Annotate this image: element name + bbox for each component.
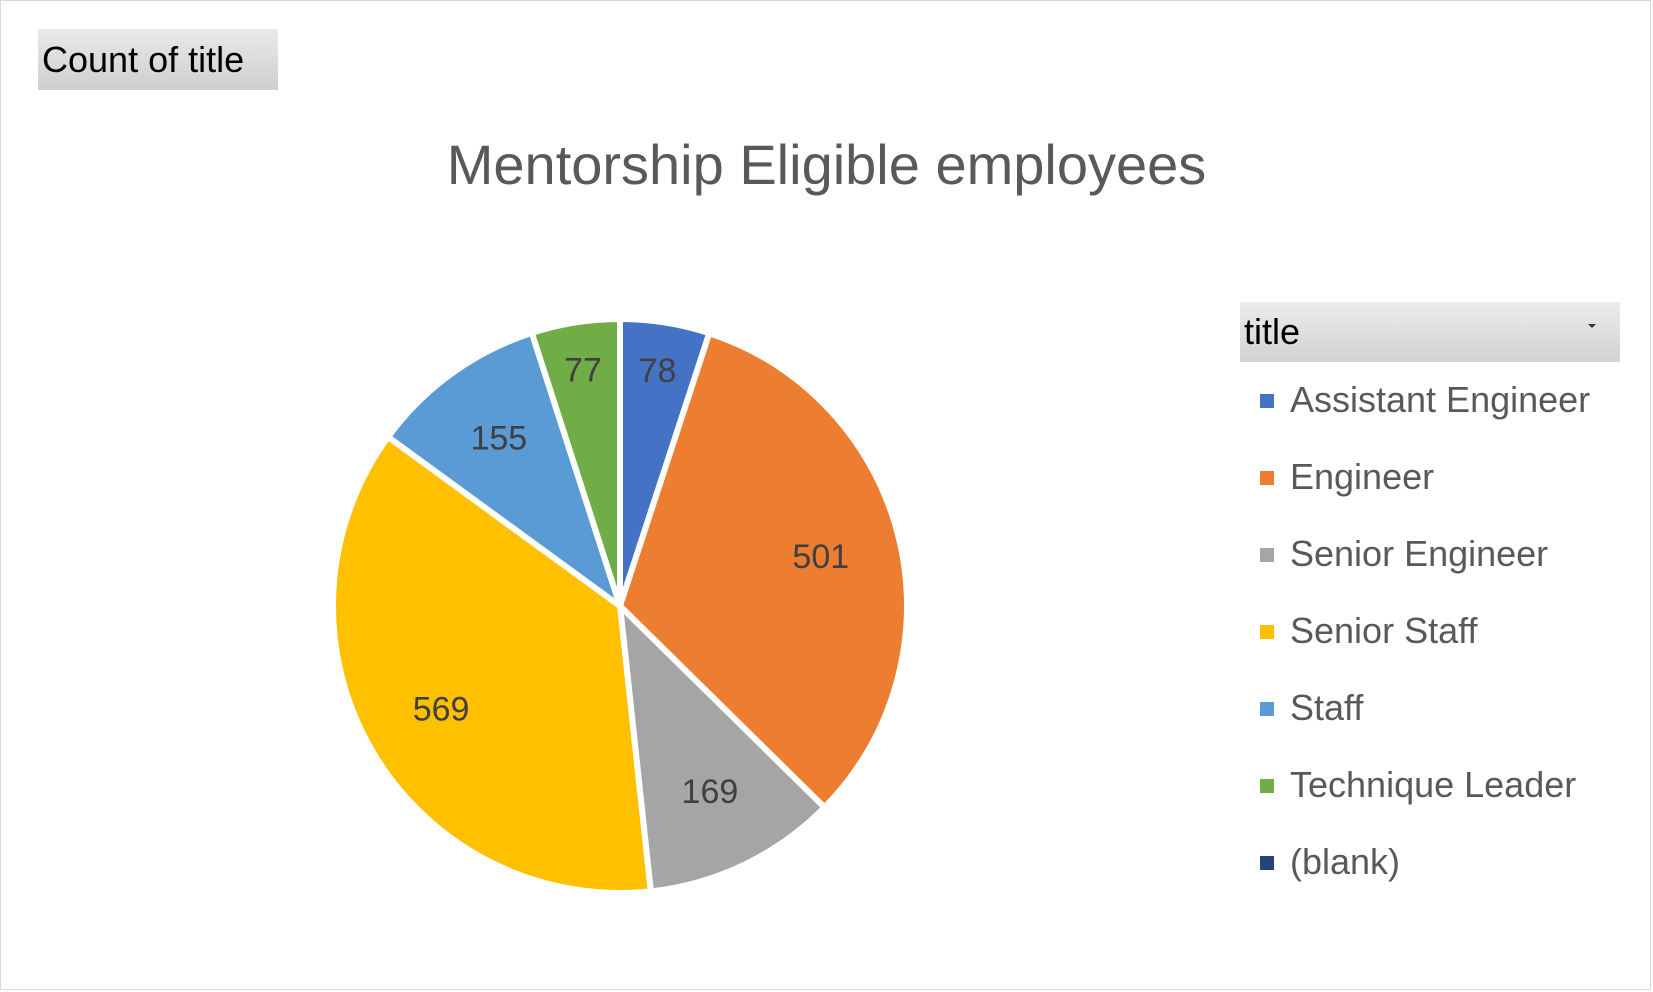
data-label-assistant-engineer: 78 — [639, 352, 677, 390]
legend-label: (blank) — [1290, 841, 1401, 882]
legend-label: Staff — [1290, 687, 1364, 728]
dropdown-arrow-icon[interactable] — [1588, 324, 1596, 328]
legend-swatch — [1260, 702, 1274, 716]
pie-slice-senior-staff[interactable] — [330, 433, 654, 896]
data-label-senior-engineer: 169 — [682, 773, 739, 811]
pie-slice-technique-leader[interactable] — [528, 316, 623, 609]
chart-title: Mentorship Eligible employees — [446, 133, 1207, 196]
data-label-engineer: 501 — [792, 538, 849, 576]
data-label-technique-leader: 77 — [564, 352, 602, 390]
legend-swatch — [1260, 856, 1274, 870]
legend-swatch — [1260, 471, 1274, 485]
data-label-staff: 155 — [470, 420, 527, 458]
legend-swatch — [1260, 394, 1274, 408]
value-field-button[interactable]: Count of title — [38, 29, 278, 90]
legend-swatch — [1260, 625, 1274, 639]
legend-label: Technique Leader — [1290, 764, 1577, 805]
legend-field-label: title — [1244, 311, 1301, 352]
pie-slice-senior-engineer[interactable] — [617, 603, 828, 895]
pie-slice-staff[interactable] — [385, 329, 623, 609]
legend-field-filter[interactable]: title — [1240, 302, 1620, 362]
legend-label: Senior Engineer — [1290, 533, 1549, 574]
legend-label: Assistant Engineer — [1290, 379, 1591, 420]
legend-label: Senior Staff — [1290, 610, 1478, 651]
data-label-senior-staff: 569 — [413, 690, 470, 728]
legend-label: Engineer — [1290, 456, 1435, 497]
legend-swatch — [1260, 548, 1274, 562]
pie-slice-engineer[interactable] — [617, 330, 910, 811]
legend-swatch — [1260, 779, 1274, 793]
